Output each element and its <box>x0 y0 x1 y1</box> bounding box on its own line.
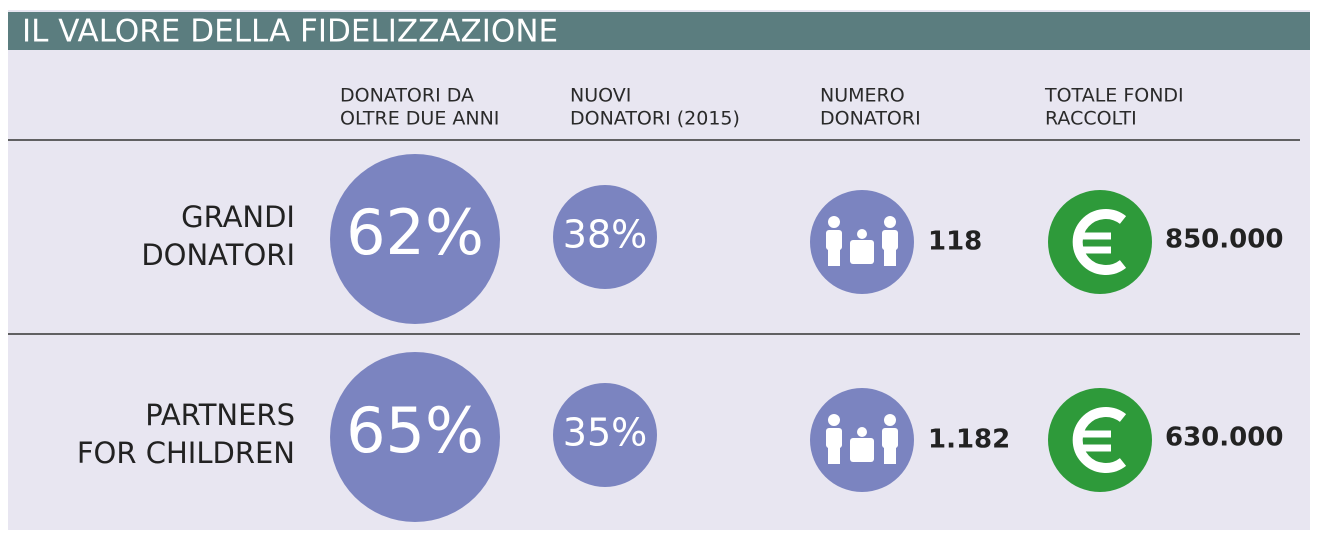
column-header: RACCOLTI <box>1045 108 1137 130</box>
title-bar <box>8 12 1310 50</box>
column-header: NUMERO <box>820 85 905 107</box>
people-icon <box>826 216 898 266</box>
head <box>828 414 840 426</box>
head <box>884 216 896 228</box>
legs <box>884 248 896 266</box>
column-header: NUOVI <box>570 85 631 107</box>
loyal-circle <box>330 154 500 324</box>
body <box>882 230 898 250</box>
loyal-circle <box>330 352 500 522</box>
head <box>857 229 867 239</box>
column-header: DONATORI (2015) <box>570 108 740 130</box>
head <box>857 427 867 437</box>
column-header: DONATORI <box>820 108 921 130</box>
euro-arc <box>1072 407 1127 473</box>
people-icon <box>826 414 898 464</box>
funds-value: 630.000 <box>1165 423 1283 453</box>
row-label: PARTNERS <box>145 398 295 432</box>
euro-arc <box>1072 209 1127 275</box>
funds-circle <box>1048 190 1152 294</box>
body <box>826 230 842 250</box>
euro-icon <box>1072 407 1127 473</box>
head <box>828 216 840 228</box>
row-label: FOR CHILDREN <box>77 436 295 470</box>
column-header: TOTALE FONDI <box>1044 85 1184 107</box>
row-label: DONATORI <box>141 238 295 272</box>
legs <box>828 248 840 266</box>
new-circle <box>553 185 657 289</box>
euro-icon <box>1072 209 1127 275</box>
loyal-value: 62% <box>346 196 484 269</box>
body <box>826 428 842 448</box>
column-header: DONATORI DA <box>340 85 474 107</box>
new-value: 35% <box>563 411 647 455</box>
legs <box>828 446 840 464</box>
body <box>882 428 898 448</box>
title: IL VALORE DELLA FIDELIZZAZIONE <box>22 14 558 50</box>
donors-value: 1.182 <box>928 425 1010 455</box>
column-header: OLTRE DUE ANNI <box>340 108 499 130</box>
legs <box>884 446 896 464</box>
box <box>850 438 874 462</box>
donors-value: 118 <box>928 227 982 257</box>
head <box>884 414 896 426</box>
new-value: 38% <box>563 213 647 257</box>
loyal-value: 65% <box>346 394 484 467</box>
funds-value: 850.000 <box>1165 225 1283 255</box>
box <box>850 240 874 264</box>
new-circle <box>553 383 657 487</box>
row-label: GRANDI <box>181 200 295 234</box>
funds-circle <box>1048 388 1152 492</box>
